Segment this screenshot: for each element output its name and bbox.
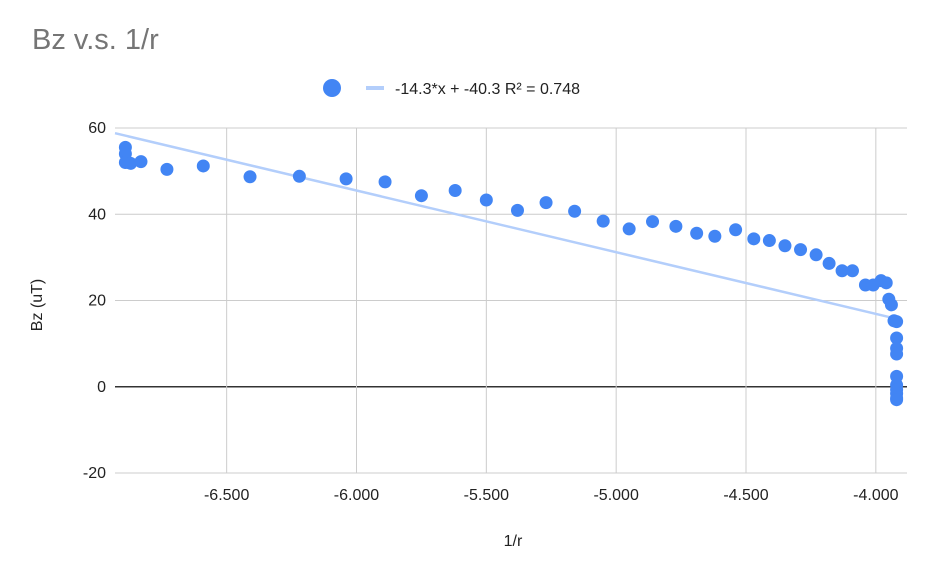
data-point bbox=[809, 248, 823, 262]
data-point bbox=[890, 331, 904, 345]
legend-trendline-label: -14.3*x + -40.3 R² = 0.748 bbox=[395, 81, 580, 98]
x-tick-label: -4.000 bbox=[853, 487, 898, 504]
x-tick-label: -6.000 bbox=[334, 487, 379, 504]
x-tick-label: -4.500 bbox=[723, 487, 768, 504]
data-point bbox=[196, 159, 210, 173]
data-point bbox=[568, 204, 582, 218]
chart-title: Bz v.s. 1/r bbox=[32, 24, 159, 56]
y-tick-label: 40 bbox=[88, 206, 106, 223]
data-point bbox=[243, 170, 257, 184]
data-point bbox=[890, 315, 904, 329]
data-point bbox=[510, 203, 524, 217]
legend-point-marker bbox=[323, 79, 341, 97]
data-point bbox=[339, 172, 353, 186]
x-tick-label: -5.000 bbox=[593, 487, 638, 504]
grid-lines bbox=[115, 127, 907, 474]
data-point bbox=[890, 347, 904, 361]
data-point bbox=[414, 189, 428, 203]
data-point bbox=[879, 276, 893, 290]
data-point bbox=[479, 193, 493, 207]
data-point bbox=[690, 226, 704, 240]
legend-trendline-swatch bbox=[366, 86, 384, 90]
data-point bbox=[596, 214, 610, 228]
trendline-layer bbox=[114, 131, 903, 322]
data-point bbox=[778, 239, 792, 253]
y-tick-labels: -20 0 20 40 60 bbox=[83, 120, 106, 482]
data-point bbox=[292, 169, 306, 183]
x-tick-labels: -6.500 -6.000 -5.500 -5.000 -4.500 -4.000 bbox=[204, 487, 899, 504]
x-tick-label: -5.500 bbox=[464, 487, 509, 504]
data-point bbox=[669, 219, 683, 233]
data-point bbox=[890, 393, 904, 407]
data-points bbox=[118, 140, 904, 407]
y-tick-label: 0 bbox=[97, 379, 106, 396]
y-tick-label: 60 bbox=[88, 120, 106, 137]
data-point bbox=[729, 223, 743, 237]
y-axis-title: Bz (uT) bbox=[29, 279, 46, 331]
data-point bbox=[762, 234, 776, 248]
y-tick-label: -20 bbox=[83, 465, 106, 482]
data-point bbox=[884, 298, 898, 312]
x-axis-title: 1/r bbox=[504, 533, 523, 550]
data-point bbox=[448, 184, 462, 198]
data-point bbox=[845, 264, 859, 278]
data-point bbox=[708, 229, 722, 243]
trendline bbox=[114, 131, 903, 322]
data-point bbox=[134, 155, 148, 169]
data-point bbox=[646, 215, 660, 229]
data-point bbox=[822, 256, 836, 270]
legend: -14.3*x + -40.3 R² = 0.748 bbox=[323, 79, 580, 98]
data-point bbox=[160, 162, 174, 176]
data-point bbox=[124, 156, 138, 170]
y-tick-label: 20 bbox=[88, 293, 106, 310]
x-tick-label: -6.500 bbox=[204, 487, 249, 504]
data-point bbox=[747, 232, 761, 246]
data-point bbox=[835, 264, 849, 278]
data-point bbox=[794, 243, 808, 257]
data-point bbox=[622, 222, 636, 236]
data-point bbox=[378, 175, 392, 189]
data-point bbox=[539, 196, 553, 210]
